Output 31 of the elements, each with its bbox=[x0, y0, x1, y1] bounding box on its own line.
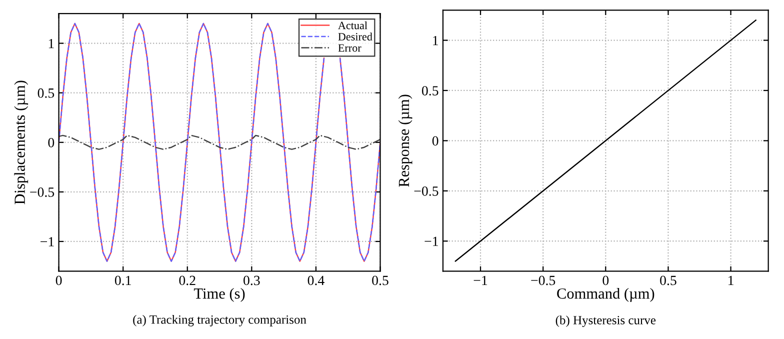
text: (b) Hysteresis curve bbox=[556, 316, 656, 327]
y-tick-label: −0.5 bbox=[30, 188, 54, 197]
x-tick-label: 0 bbox=[602, 276, 609, 286]
y-tick-label: 1 bbox=[48, 38, 54, 48]
x-tick-label: 0.5 bbox=[660, 276, 676, 286]
y-tick-label: −1 bbox=[424, 236, 438, 246]
y-tick-label: 0.5 bbox=[38, 88, 54, 98]
x-tick-label: 0.3 bbox=[244, 276, 260, 286]
x-axis-title: Command (µm) bbox=[557, 288, 654, 302]
x-tick-label: 0.5 bbox=[372, 276, 388, 286]
legend-label: Error bbox=[338, 44, 362, 52]
y-axis-title: Displacements (µm) bbox=[14, 80, 28, 204]
legend-label: Actual bbox=[338, 21, 368, 30]
text: (a) Tracking trajectory comparison bbox=[133, 315, 306, 326]
y-tick-label: 0 bbox=[432, 136, 438, 146]
y-tick-label: 0.5 bbox=[422, 86, 438, 96]
y-tick-label: −0.5 bbox=[414, 186, 438, 196]
legend-label: Desired bbox=[338, 32, 372, 40]
x-axis-title: Time (s) bbox=[194, 288, 245, 302]
x-tick-label: −0.5 bbox=[531, 276, 556, 286]
x-tick-label: 0 bbox=[56, 276, 62, 286]
y-tick-label: 0 bbox=[48, 138, 54, 148]
x-tick-label: 0.1 bbox=[114, 276, 131, 286]
x-tick-label: 0.2 bbox=[179, 276, 196, 286]
line-series bbox=[58, 134, 380, 150]
y-tick-label: 1 bbox=[433, 36, 438, 46]
x-tick-label: −1 bbox=[474, 276, 488, 286]
y-axis-title: Response (µm) bbox=[398, 94, 412, 187]
y-tick-label: −1 bbox=[40, 237, 54, 246]
x-tick-label: 1 bbox=[728, 276, 734, 286]
x-tick-label: 0.4 bbox=[308, 276, 324, 286]
